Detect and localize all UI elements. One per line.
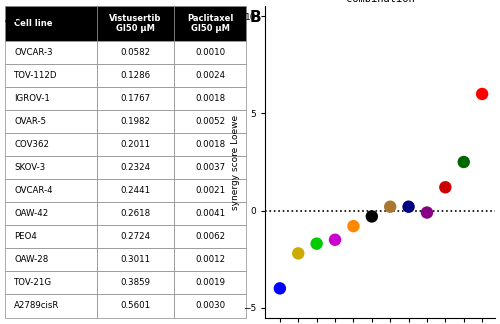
Point — [350, 224, 358, 229]
Text: A: A — [5, 10, 17, 25]
Point — [276, 286, 284, 291]
Point — [478, 91, 486, 97]
Point — [368, 214, 376, 219]
Point — [386, 204, 394, 209]
Point — [423, 210, 431, 215]
Point — [460, 159, 468, 165]
Point — [404, 204, 412, 209]
Point — [331, 237, 339, 242]
Title: AZD2014/paclitaxel
combination: AZD2014/paclitaxel combination — [324, 0, 436, 4]
Point — [442, 185, 450, 190]
Y-axis label: synergy score Loewe: synergy score Loewe — [231, 114, 240, 210]
Point — [294, 251, 302, 256]
Point — [312, 241, 320, 246]
Text: B: B — [250, 10, 262, 25]
